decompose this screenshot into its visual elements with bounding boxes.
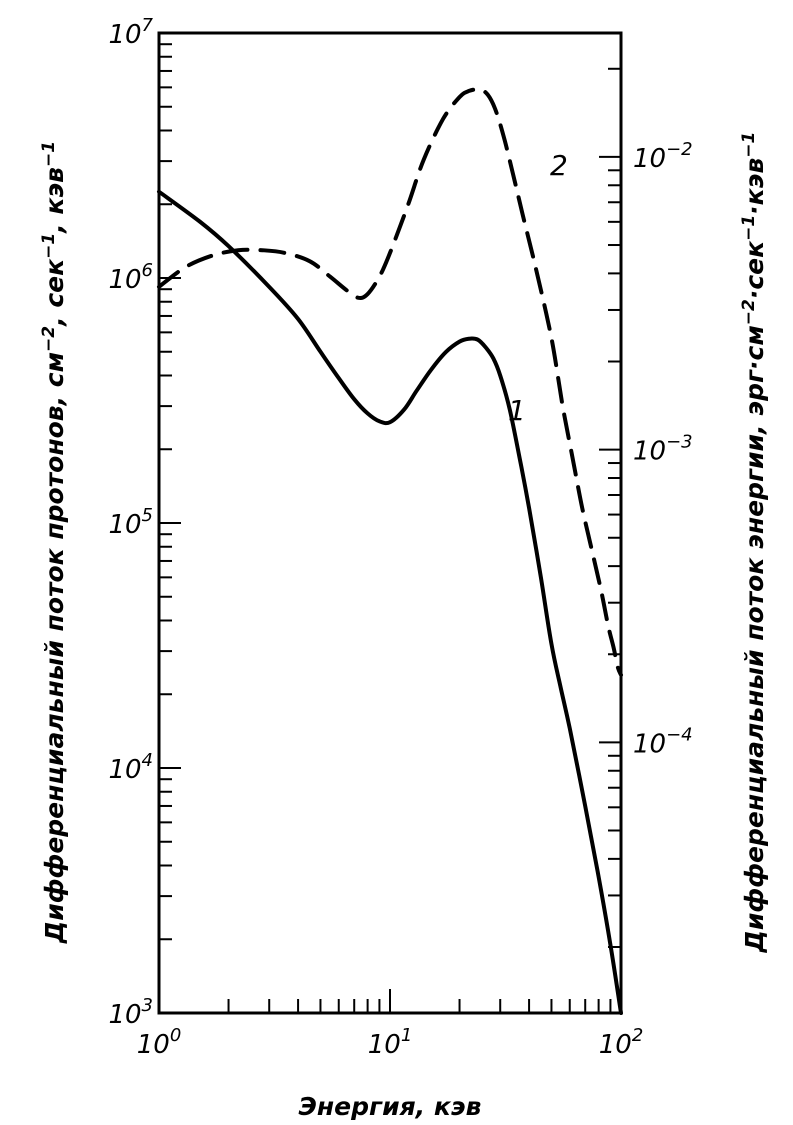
y-right-title-part: ·кэв xyxy=(740,158,769,215)
y-axis-right-title: Дифференциальный поток энергии, эрг·см−2… xyxy=(739,132,769,954)
ticks-layer: 100 101 102 103 104 105 106 107 10−4 10−3 10−2 xyxy=(108,15,692,1060)
y-right-tick-label: 10−3 xyxy=(633,432,693,467)
y-left-tick-label: 107 xyxy=(108,15,153,50)
y-left-title-sup: −2 xyxy=(39,326,59,352)
y-left-tick-label: 105 xyxy=(108,505,153,540)
y-left-tick-label: 106 xyxy=(108,260,153,295)
y-left-title-part: Дифференциальный поток протонов, см xyxy=(40,352,69,944)
x-tick-label: 101 xyxy=(368,1025,413,1060)
y-axis-left-title: Дифференциальный поток протонов, см−2, с… xyxy=(39,141,69,944)
y-right-title-sup: −2 xyxy=(739,299,759,325)
y-right-title-sup: −1 xyxy=(739,215,759,241)
y-left-title-part: , кэв xyxy=(40,167,69,234)
y-right-tick-label: 10−2 xyxy=(633,139,693,174)
y-right-tick-label: 10−4 xyxy=(633,724,693,759)
curves-layer xyxy=(157,87,623,1015)
y-left-title-sup: −1 xyxy=(39,141,59,167)
x-axis-title: Энергия, кэв xyxy=(299,1092,482,1121)
y-left-title-sup: −1 xyxy=(39,233,59,259)
y-left-tick-label: 103 xyxy=(108,995,153,1030)
x-tick-label: 102 xyxy=(599,1025,644,1060)
x-tick-label: 100 xyxy=(137,1025,182,1060)
y-right-title-part: ·сек xyxy=(740,240,769,299)
y-right-title-sup: −1 xyxy=(739,132,759,158)
y-left-title-part: , сек xyxy=(40,258,69,327)
y-left-tick-label: 104 xyxy=(108,750,153,785)
curve-label-2: 2 xyxy=(550,149,568,182)
curve-label-1: 1 xyxy=(508,394,526,427)
series-2-dashed-line xyxy=(157,87,623,677)
y-right-title-part: Дифференциальный поток энергии, эрг·см xyxy=(740,325,769,953)
series-1-solid-line xyxy=(157,189,623,1015)
